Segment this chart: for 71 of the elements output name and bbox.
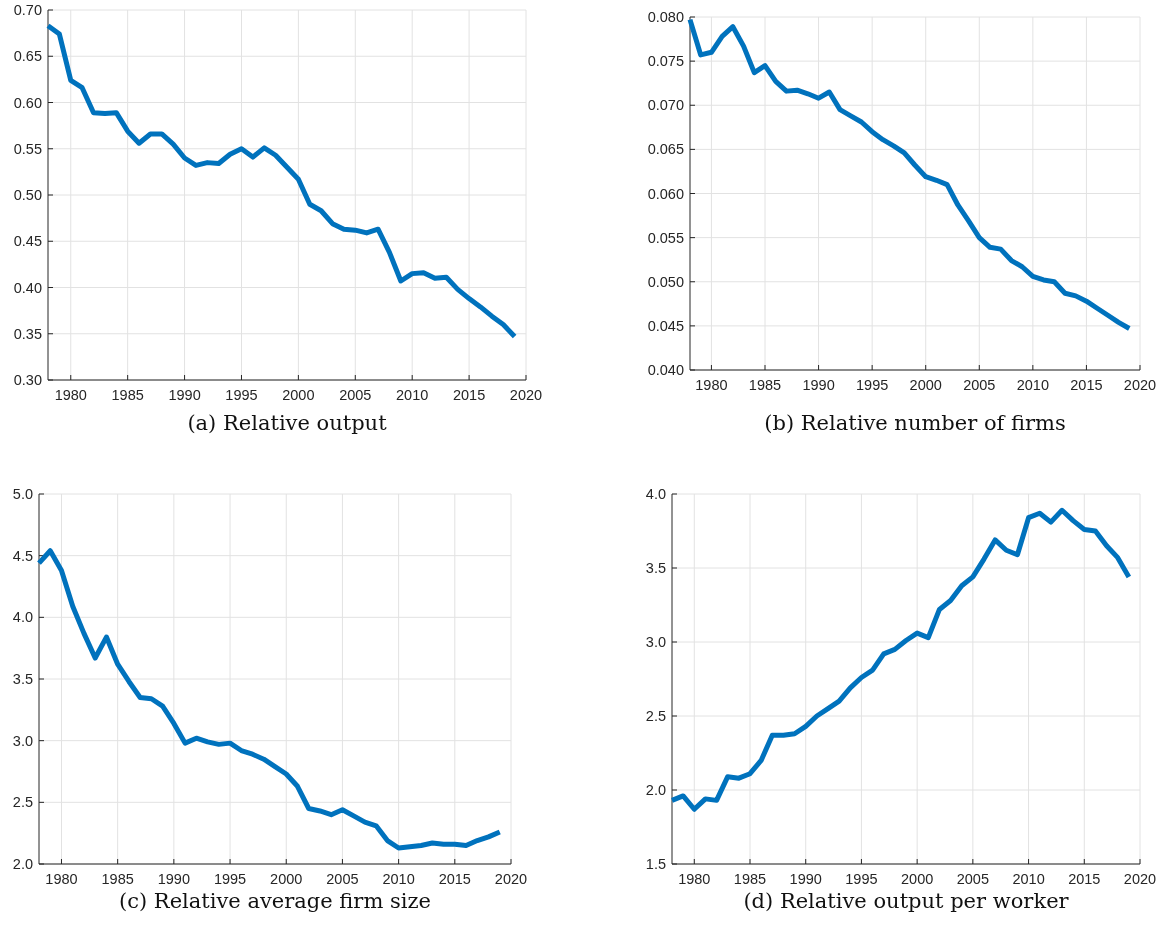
x-tick-label: 1980 (695, 377, 728, 393)
y-tick-label: 4.0 (12, 609, 33, 626)
x-tick-label: 2010 (1012, 871, 1045, 887)
x-tick-label: 1995 (225, 387, 258, 403)
x-tick-label: 2015 (1070, 377, 1103, 393)
y-tick-label: 4.5 (12, 547, 33, 564)
x-tick-label: 2005 (963, 377, 996, 393)
x-tick-label: 2010 (396, 387, 429, 403)
x-tick-label: 2020 (509, 387, 543, 403)
x-tick-label: 1980 (45, 871, 78, 887)
text: (a) Relative output (187, 411, 388, 435)
y-tick-label: 2.0 (645, 782, 666, 799)
x-tick-label: 2005 (339, 387, 372, 403)
x-tick-label: 1985 (733, 871, 767, 887)
y-tick-label: 0.040 (647, 362, 684, 379)
x-tick-label: 2020 (1123, 377, 1157, 393)
y-tick-label: 0.050 (647, 273, 684, 290)
y-tick-label: 0.080 (647, 9, 684, 26)
y-tick-label: 0.65 (13, 48, 42, 65)
y-tick-label: 0.070 (647, 97, 684, 114)
y-tick-label: 3.0 (12, 732, 33, 749)
x-tick-label: 2010 (382, 871, 415, 887)
y-tick-label: 0.45 (13, 233, 42, 250)
x-tick-label: 1995 (845, 871, 878, 887)
x-tick-label: 2010 (1016, 377, 1049, 393)
x-tick-label: 1990 (802, 377, 835, 393)
y-tick-label: 0.35 (13, 325, 42, 342)
x-tick-label: 2005 (326, 871, 359, 887)
x-tick-label: 2020 (1123, 871, 1157, 887)
y-tick-label: 2.5 (645, 708, 666, 725)
x-tick-label: 2015 (438, 871, 471, 887)
x-tick-label: 2000 (270, 871, 303, 887)
x-tick-label: 1985 (111, 387, 144, 403)
x-tick-label: 2015 (1068, 871, 1101, 887)
x-tick-label: 2015 (452, 387, 486, 403)
x-tick-label: 1995 (856, 377, 889, 393)
y-tick-label: 3.0 (645, 634, 666, 651)
x-tick-label: 1990 (157, 871, 190, 887)
y-tick-label: 0.075 (647, 53, 684, 70)
x-tick-label: 1980 (678, 871, 711, 887)
y-tick-label: 0.50 (13, 187, 42, 204)
x-tick-label: 1990 (168, 387, 201, 403)
x-tick-label: 2020 (494, 871, 528, 887)
y-tick-label: 0.40 (13, 279, 42, 296)
y-tick-label: 1.5 (645, 856, 666, 873)
y-tick-label: 5.0 (12, 486, 33, 503)
y-tick-label: 0.30 (13, 372, 42, 389)
x-tick-label: 2000 (901, 871, 934, 887)
y-tick-label: 0.55 (13, 140, 42, 157)
y-tick-label: 4.0 (645, 486, 666, 503)
y-tick-label: 2.5 (12, 794, 33, 811)
x-tick-label: 1985 (748, 377, 782, 393)
y-tick-label: 0.70 (13, 2, 42, 19)
x-tick-label: 2000 (282, 387, 315, 403)
y-tick-label: 3.5 (12, 671, 33, 688)
text: (b) Relative number of firms (764, 411, 1066, 435)
y-tick-label: 0.065 (647, 141, 684, 158)
x-tick-label: 2000 (909, 377, 942, 393)
y-tick-label: 0.055 (647, 229, 684, 246)
x-tick-label: 1995 (213, 871, 247, 887)
x-tick-label: 1980 (54, 387, 87, 403)
y-tick-label: 3.5 (645, 560, 666, 577)
y-tick-label: 0.60 (13, 94, 42, 111)
y-tick-label: 2.0 (12, 856, 33, 873)
x-tick-label: 1985 (101, 871, 134, 887)
x-tick-label: 2005 (956, 871, 989, 887)
x-tick-label: 1990 (789, 871, 822, 887)
y-tick-label: 0.060 (647, 185, 684, 202)
y-tick-label: 0.045 (647, 317, 684, 334)
text: (d) Relative output per worker (743, 889, 1070, 913)
text: (c) Relative average firm size (119, 889, 431, 913)
